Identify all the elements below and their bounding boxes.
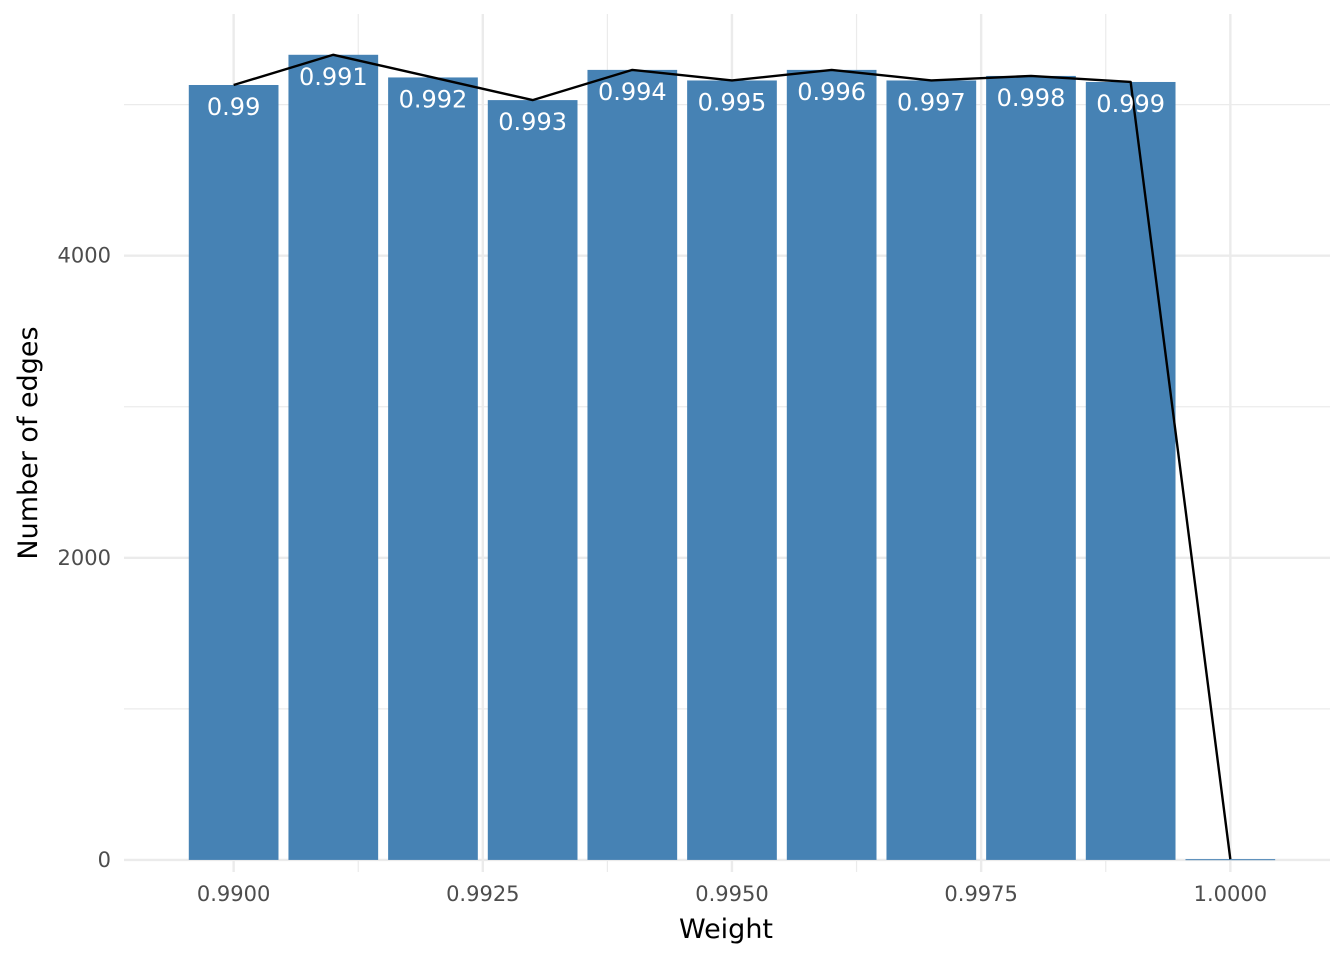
x-tick-label: 0.9900 — [197, 882, 270, 906]
x-axis-ticks: 0.9900 0.9925 0.9950 0.9975 1.0000 — [197, 882, 1267, 906]
bar-value-label: 0.991 — [299, 63, 368, 91]
y-axis-title: Number of edges — [13, 326, 44, 559]
bar — [1085, 81, 1176, 860]
bar — [188, 84, 279, 860]
x-tick-label: 0.9950 — [695, 882, 768, 906]
x-tick-label: 1.0000 — [1194, 882, 1267, 906]
bar — [487, 100, 578, 860]
bar — [288, 54, 379, 860]
trend-line — [233, 53, 1232, 860]
trend-line-group — [233, 53, 1232, 860]
y-tick-label: 2000 — [58, 546, 111, 570]
bar — [388, 77, 478, 860]
bars — [188, 54, 1276, 861]
y-tick-label: 4000 — [58, 244, 111, 268]
bar — [587, 69, 678, 860]
bar-value-label: 0.995 — [698, 88, 767, 116]
bar-value-label: 0.997 — [897, 88, 966, 116]
bar-value-label: 0.996 — [797, 78, 866, 106]
bar-value-label: 0.999 — [1096, 90, 1165, 118]
y-tick-label: 0 — [98, 848, 111, 872]
y-axis-ticks: 0 2000 4000 — [58, 244, 111, 872]
bar — [986, 75, 1076, 860]
x-axis-title: Weight — [679, 914, 773, 945]
bar — [886, 80, 977, 860]
bar-value-label: 0.992 — [399, 85, 468, 113]
x-tick-label: 0.9975 — [944, 882, 1017, 906]
bar-labels: 0.99 0.991 0.992 0.993 0.994 0.995 0.996 0.997 0… — [207, 63, 1165, 136]
bar-value-label: 0.99 — [207, 93, 260, 121]
bar-value-label: 0.998 — [997, 84, 1066, 112]
bar — [786, 69, 877, 860]
x-tick-label: 0.9925 — [446, 882, 519, 906]
bar-value-label: 0.993 — [498, 108, 567, 136]
bar-value-label: 0.994 — [598, 78, 667, 106]
bar — [1185, 859, 1276, 861]
bar — [687, 80, 777, 860]
